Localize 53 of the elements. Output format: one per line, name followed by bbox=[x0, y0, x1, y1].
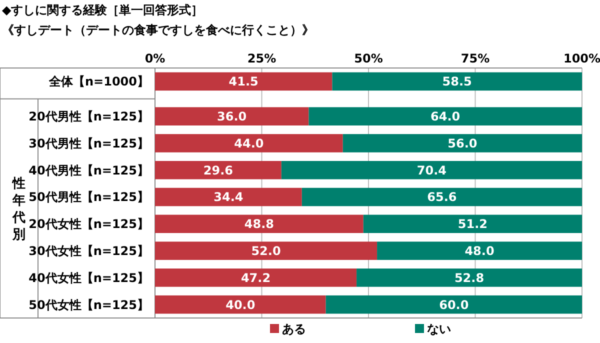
y-tick-label: 20代女性【n=125】 bbox=[28, 217, 149, 232]
bar bbox=[363, 214, 582, 234]
bar bbox=[155, 134, 343, 152]
legend-label: ない bbox=[427, 322, 451, 336]
bar bbox=[155, 214, 364, 234]
bar bbox=[342, 134, 582, 152]
data-label: 64.0 bbox=[430, 110, 460, 124]
data-label: 40.0 bbox=[226, 298, 256, 312]
x-tick-label: 50% bbox=[354, 52, 383, 66]
data-label: 58.5 bbox=[442, 74, 472, 89]
bar bbox=[155, 268, 357, 287]
y-tick-label: 40代男性【n=125】 bbox=[28, 163, 149, 178]
chart-subtitle: 《すしデート（デートの食事ですしを食べに行くこと）》 bbox=[2, 23, 314, 37]
y-tick-label: 40代女性【n=125】 bbox=[28, 270, 149, 285]
x-tick-label: 75% bbox=[460, 52, 490, 66]
x-tick-label: 0% bbox=[144, 52, 166, 66]
y-tick-label: 20代男性【n=125】 bbox=[28, 110, 149, 124]
data-label: 41.5 bbox=[228, 74, 258, 89]
data-label: 44.0 bbox=[234, 136, 264, 150]
data-label: 48.8 bbox=[244, 217, 274, 232]
data-label: 70.4 bbox=[416, 163, 446, 178]
bar bbox=[326, 295, 582, 314]
data-label: 52.8 bbox=[454, 270, 484, 285]
bar bbox=[281, 160, 582, 180]
bar bbox=[155, 107, 309, 126]
y-tick-label: 30代男性【n=125】 bbox=[28, 136, 149, 150]
data-label: 34.4 bbox=[214, 190, 244, 204]
y-tick-label: 50代男性【n=125】 bbox=[28, 190, 149, 204]
bar bbox=[155, 188, 302, 206]
bar bbox=[155, 160, 282, 180]
x-tick-label: 100% bbox=[563, 52, 600, 66]
y-tick-label: 30代女性【n=125】 bbox=[28, 244, 149, 258]
bar bbox=[377, 242, 582, 260]
data-label: 52.0 bbox=[251, 244, 281, 258]
data-label: 29.6 bbox=[203, 163, 233, 178]
legend-label: ある bbox=[282, 322, 306, 336]
chart-title: ◆すしに関する経験［単一回答形式］ bbox=[2, 3, 204, 17]
data-label: 65.6 bbox=[427, 190, 457, 204]
y-tick-label: 全体【n=1000】 bbox=[48, 74, 149, 89]
data-label: 48.0 bbox=[464, 244, 494, 258]
data-label: 36.0 bbox=[217, 110, 247, 124]
data-label: 56.0 bbox=[448, 136, 478, 150]
data-label: 60.0 bbox=[439, 298, 469, 312]
bar bbox=[155, 295, 326, 314]
data-label: 47.2 bbox=[240, 270, 271, 285]
bar bbox=[302, 188, 582, 206]
x-tick-label: 25% bbox=[247, 52, 276, 66]
y-tick-label: 50代女性【n=125】 bbox=[28, 298, 149, 312]
bar bbox=[308, 107, 582, 126]
text: 性年代別 bbox=[12, 176, 26, 242]
bar bbox=[155, 242, 378, 260]
bar bbox=[356, 268, 582, 287]
data-label: 51.2 bbox=[458, 217, 488, 232]
